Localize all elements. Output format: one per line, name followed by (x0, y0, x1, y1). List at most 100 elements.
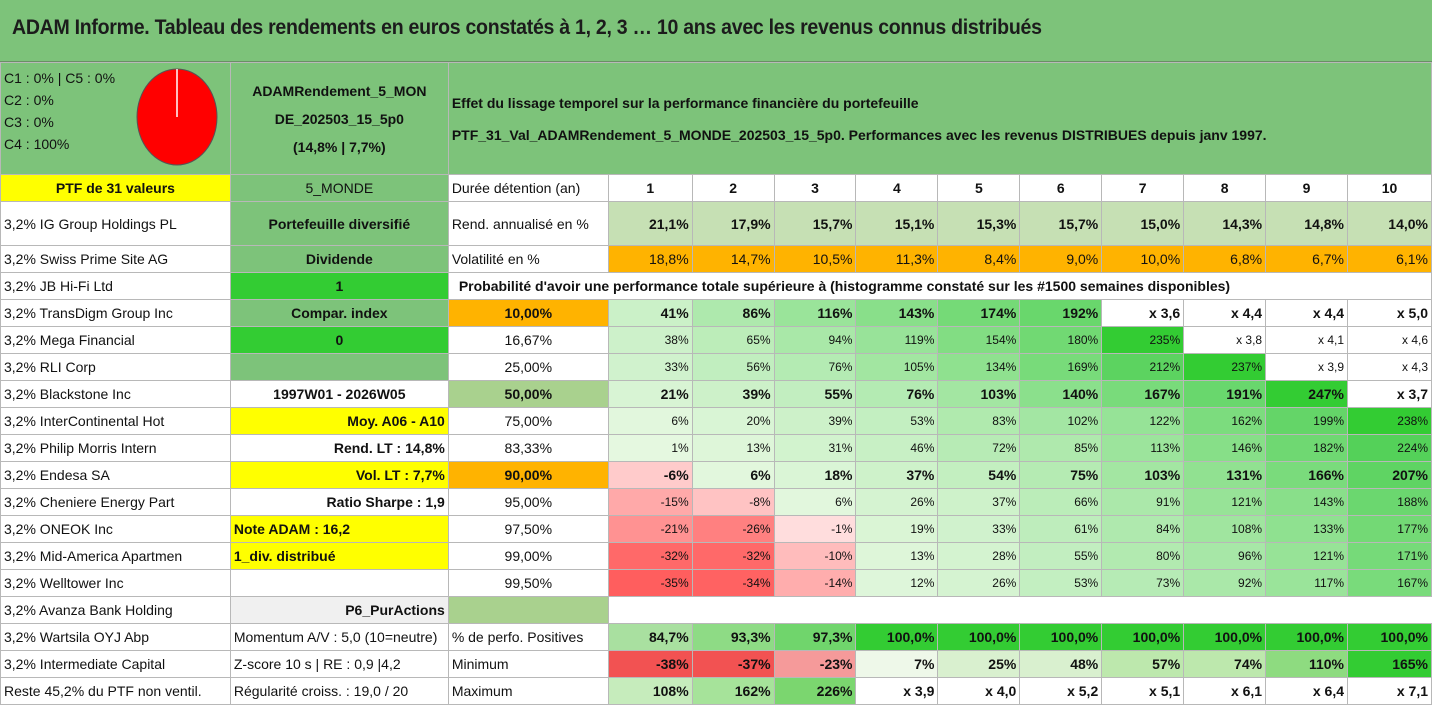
vol-value: 18,8% (607, 245, 693, 273)
proba-level: 99,50% (447, 569, 609, 597)
rend-value: 15,0% (1101, 201, 1185, 246)
table-row: 3,2% Blackstone Inc 1997W01 - 2026W05 50,0… (0, 380, 1432, 408)
proba-value: x 3,9 (1265, 353, 1348, 381)
proba-value: 177% (1347, 515, 1432, 543)
proba-value: 72% (937, 434, 1021, 462)
holding-name: 3,2% Swiss Prime Site AG (0, 245, 231, 273)
proba-value: 55% (773, 380, 857, 408)
proba-value: 199% (1265, 407, 1348, 435)
proba-value: -21% (607, 515, 693, 543)
proba-value: 167% (1347, 569, 1432, 597)
rend-value: 15,3% (937, 201, 1021, 246)
proba-level: 75,00% (447, 407, 609, 435)
allocation-cell: C1 : 0% | C5 : 0% C2 : 0% C3 : 0% C4 : 1… (0, 62, 231, 175)
proba-value: 55% (1019, 542, 1103, 570)
holding-name: 3,2% RLI Corp (0, 353, 231, 381)
proba-value: 212% (1101, 353, 1185, 381)
proba-value: 73% (1101, 569, 1185, 597)
proba-value: 224% (1347, 434, 1432, 462)
proba-value: 103% (1101, 461, 1185, 489)
proba-value: 6% (773, 488, 857, 516)
vol-label: Volatilité en % (447, 245, 609, 273)
table-row: 3,2% TransDigm Group Inc Compar. index 10,… (0, 299, 1432, 327)
holding-name: 3,2% Wartsila OYJ Abp (0, 623, 231, 651)
proba-value: 143% (1265, 488, 1348, 516)
min-value: 74% (1183, 650, 1267, 678)
proba-value: 76% (773, 353, 857, 381)
info-cell: Dividende (229, 245, 449, 273)
alloc-line-3: C3 : 0% (4, 114, 54, 130)
proba-value: 13% (855, 542, 939, 570)
rend-value: 14,0% (1347, 201, 1432, 246)
vol-value: 6,8% (1183, 245, 1267, 273)
max-value: x 3,9 (855, 677, 939, 705)
holding-name: 3,2% Cheniere Energy Part (0, 488, 231, 516)
proba-value: x 4,4 (1183, 299, 1267, 327)
table-row: 3,2% JB Hi-Fi Ltd 1 Probabilité d'avoir un… (0, 272, 1432, 300)
info-cell: Note ADAM : 16,2 (229, 515, 449, 543)
year-header: 6 (1019, 174, 1103, 202)
proba-value: 116% (773, 299, 857, 327)
proba-value: 39% (773, 407, 857, 435)
info-cell: 1_div. distribué (229, 542, 449, 570)
proba-level: 10,00% (447, 299, 609, 327)
proba-value: 113% (1101, 434, 1185, 462)
info-cell: 1 (229, 272, 449, 300)
proba-value: 96% (1183, 542, 1267, 570)
proba-value: 12% (855, 569, 939, 597)
proba-value: -8% (691, 488, 775, 516)
performance-table: C1 : 0% | C5 : 0% C2 : 0% C3 : 0% C4 : 1… (0, 62, 1432, 705)
holding-name: 3,2% Avanza Bank Holding (0, 596, 231, 624)
vol-value: 14,7% (691, 245, 775, 273)
proba-value: 86% (691, 299, 775, 327)
proba-value: 207% (1347, 461, 1432, 489)
vol-value: 9,0% (1019, 245, 1103, 273)
proba-level: 90,00% (447, 461, 609, 489)
holding-name: 3,2% Intermediate Capital (0, 650, 231, 678)
proba-value: 121% (1265, 542, 1348, 570)
proba-value: 94% (773, 326, 857, 354)
proba-value: 117% (1265, 569, 1348, 597)
proba-value: 65% (691, 326, 775, 354)
pct-pos-value: 100,0% (1347, 623, 1432, 651)
proba-value: -14% (773, 569, 857, 597)
proba-value: -32% (691, 542, 775, 570)
proba-level: 97,50% (447, 515, 609, 543)
proba-value: x 3,8 (1183, 326, 1267, 354)
proba-value: 237% (1183, 353, 1267, 381)
holding-name: 3,2% JB Hi-Fi Ltd (0, 272, 231, 300)
table-row: 3,2% InterContinental Hot Moy. A06 - A10 7… (0, 407, 1432, 435)
holding-name: Reste 45,2% du PTF non ventil. (0, 677, 231, 705)
title-banner: ADAM Informe. Tableau des rendements en … (0, 0, 1432, 62)
pct-pos-value: 97,3% (773, 623, 857, 651)
proba-value: 91% (1101, 488, 1185, 516)
year-header: 9 (1265, 174, 1348, 202)
proba-value: 182% (1265, 434, 1348, 462)
proba-value: x 4,1 (1265, 326, 1348, 354)
table-row: 3,2% Mega Financial 0 16,67% 38% 65% 94% 119% 1… (0, 326, 1432, 354)
rend-value: 14,3% (1183, 201, 1267, 246)
max-value: x 5,1 (1101, 677, 1185, 705)
info-cell: Ratio Sharpe : 1,9 (229, 488, 449, 516)
year-header: 10 (1347, 174, 1432, 202)
proba-value: 188% (1347, 488, 1432, 516)
proba-value: x 3,7 (1347, 380, 1432, 408)
info-cell: Vol. LT : 7,7% (229, 461, 449, 489)
holding-name: 3,2% Blackstone Inc (0, 380, 231, 408)
pct-pos-label: % de perfo. Positives (447, 623, 609, 651)
table-row: 3,2% Philip Morris Intern Rend. LT : 14,8… (0, 434, 1432, 462)
max-value: 162% (691, 677, 775, 705)
proba-value: 6% (691, 461, 775, 489)
proba-value: x 4,3 (1347, 353, 1432, 381)
proba-value: -10% (773, 542, 857, 570)
max-value: x 7,1 (1347, 677, 1432, 705)
table-row: Reste 45,2% du PTF non ventil. Régularité… (0, 677, 1432, 705)
min-value: -23% (773, 650, 857, 678)
info-cell: Moy. A06 - A10 (229, 407, 449, 435)
holding-name: 3,2% Philip Morris Intern (0, 434, 231, 462)
vol-value: 10,0% (1101, 245, 1185, 273)
proba-value: 31% (773, 434, 857, 462)
vol-value: 6,1% (1347, 245, 1432, 273)
proba-value: 13% (691, 434, 775, 462)
